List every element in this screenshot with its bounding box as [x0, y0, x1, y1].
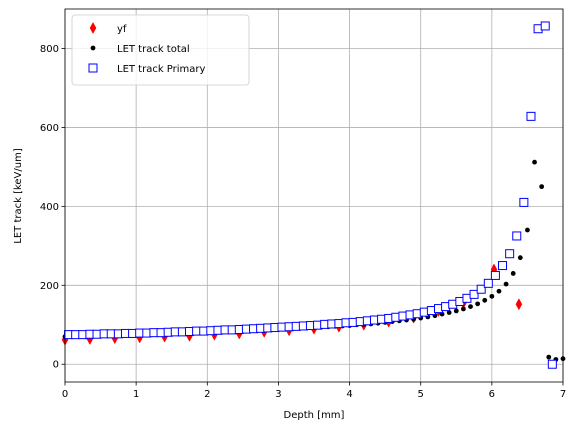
data-point — [483, 278, 493, 288]
series-2 — [64, 21, 557, 369]
data-point — [517, 255, 523, 261]
legend-label: LET track Primary — [117, 64, 206, 75]
y-tick-label: 600 — [40, 123, 59, 134]
data-point — [505, 249, 515, 259]
y-axis-label: LET track [keV/um] — [13, 148, 24, 244]
data-point — [512, 231, 522, 241]
data-point — [503, 281, 509, 287]
data-point — [526, 111, 536, 121]
data-point — [453, 308, 459, 314]
data-point — [525, 227, 530, 233]
legend-marker — [88, 63, 98, 73]
x-tick-label: 2 — [204, 389, 210, 400]
x-tick-label: 4 — [346, 389, 352, 400]
x-tick-label: 5 — [418, 389, 424, 400]
legend-marker — [90, 45, 96, 51]
data-point — [510, 271, 516, 276]
legend: yf LET track total LET track Primary — [71, 14, 250, 86]
data-point — [468, 304, 473, 310]
data-point — [539, 184, 545, 190]
y-tick-label: 0 — [53, 360, 59, 371]
data-point — [469, 289, 479, 299]
legend-label: LET track total — [117, 44, 190, 55]
data-point — [446, 310, 452, 315]
data-point — [519, 197, 529, 207]
plot-frame — [64, 8, 564, 383]
x-axis-ticks: 0 1 2 3 4 5 6 7 — [62, 382, 566, 400]
data-point — [475, 301, 481, 307]
data-point — [532, 159, 537, 165]
data-point — [490, 270, 500, 280]
data-point — [496, 288, 502, 294]
x-axis-label: Depth [mm] — [284, 410, 345, 421]
data-point — [546, 354, 552, 360]
data-point — [489, 293, 495, 299]
x-tick-label: 0 — [62, 389, 68, 400]
x-tick-label: 3 — [275, 389, 281, 400]
legend-marker — [89, 21, 97, 35]
x-tick-label: 7 — [560, 389, 566, 400]
y-tick-label: 200 — [40, 281, 59, 292]
data-point — [498, 261, 508, 271]
y-axis-ticks: 0 200 400 600 800 — [40, 44, 65, 371]
data-point — [547, 359, 557, 369]
legend-label: yf — [117, 24, 127, 35]
data-point — [482, 297, 488, 303]
plot-series — [61, 21, 566, 369]
x-tick-label: 6 — [489, 389, 495, 400]
data-point — [515, 298, 523, 311]
y-tick-label: 400 — [40, 202, 59, 213]
x-tick-label: 1 — [133, 389, 139, 400]
y-tick-label: 800 — [40, 44, 59, 55]
legend-box — [71, 14, 250, 86]
data-point — [476, 284, 486, 294]
data-point — [461, 306, 466, 312]
data-point — [540, 21, 550, 31]
